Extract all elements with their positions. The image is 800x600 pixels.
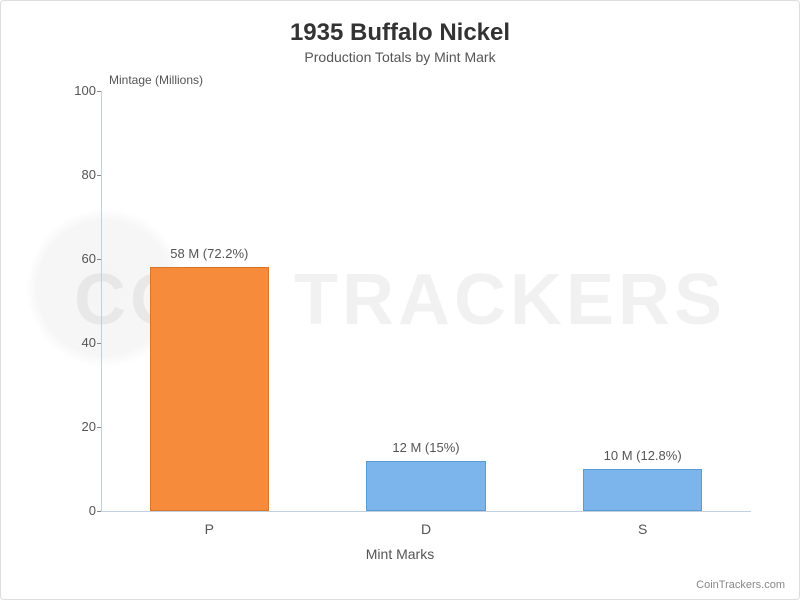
x-axis-title: Mint Marks: [1, 546, 799, 562]
y-tick-label: 60: [61, 251, 96, 266]
plot-area: 58 M (72.2%) 12 M (15%) 10 M (12.8%): [101, 91, 751, 511]
y-tick-label: 40: [61, 335, 96, 350]
y-axis-label: Mintage (Millions): [109, 73, 203, 87]
bar-D: [366, 461, 485, 511]
bar-label-S: 10 M (12.8%): [563, 448, 723, 463]
y-tick-label: 100: [61, 83, 96, 98]
y-tick-label: 80: [61, 167, 96, 182]
y-tick-mark: [97, 511, 101, 512]
x-category-D: D: [346, 521, 506, 537]
chart-title: 1935 Buffalo Nickel: [1, 19, 799, 47]
chart-subtitle: Production Totals by Mint Mark: [1, 49, 799, 65]
y-tick-label: 20: [61, 419, 96, 434]
bar-label-P: 58 M (72.2%): [129, 246, 289, 261]
x-axis-line: [101, 511, 751, 512]
x-category-S: S: [563, 521, 723, 537]
credit-text: CoinTrackers.com: [696, 579, 785, 591]
bar-P: [150, 267, 269, 511]
y-tick-label: 0: [61, 503, 96, 518]
bar-S: [583, 469, 702, 511]
x-category-P: P: [129, 521, 289, 537]
chart-container: COIN TRACKERS 1935 Buffalo Nickel Produc…: [0, 0, 800, 600]
bar-label-D: 12 M (15%): [346, 440, 506, 455]
